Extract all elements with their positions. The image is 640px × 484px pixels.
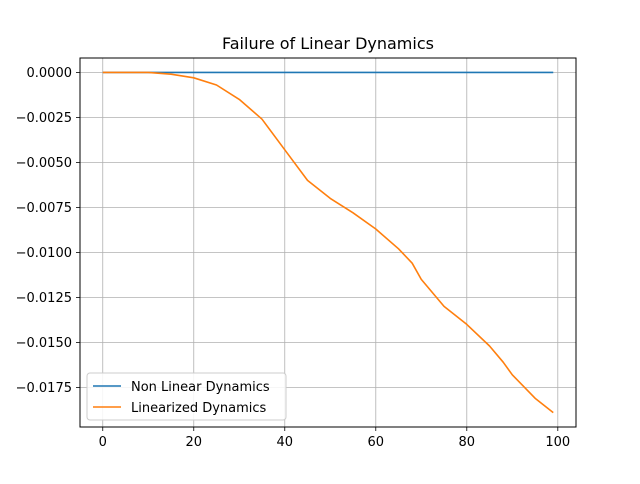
x-tick-label: 100 [545,435,570,450]
y-tick-label: 0.0000 [27,66,73,81]
y-tick-label: −0.0150 [16,336,72,351]
x-tick-label: 60 [368,435,385,450]
chart-title: Failure of Linear Dynamics [222,34,434,53]
x-tick-label: 0 [99,435,107,450]
series-line-1 [102,71,554,414]
y-tick-label: −0.0100 [16,246,72,261]
legend: Non Linear Dynamics Linearized Dynamics [86,372,287,421]
x-tick-label: 80 [459,435,476,450]
legend-label-1: Linearized Dynamics [131,401,267,416]
y-tick-label: −0.0175 [16,381,72,396]
x-tick-label: 40 [276,435,293,450]
y-tick-label: −0.0025 [16,111,72,126]
y-tick-label: −0.0125 [16,291,72,306]
x-tick-label: 20 [185,435,202,450]
legend-label-0: Non Linear Dynamics [131,380,270,395]
y-axis-ticks: 0.0000 −0.0025 −0.0050 −0.0075 −0.0100 −0.012… [16,66,80,396]
y-tick-label: −0.0050 [16,156,72,171]
series-layer [102,71,554,414]
legend-box [86,372,287,421]
axes-frame [79,57,577,428]
y-tick-label: −0.0075 [16,201,72,216]
grid [80,58,576,427]
x-axis-ticks: 0 20 40 60 80 100 [99,427,570,450]
